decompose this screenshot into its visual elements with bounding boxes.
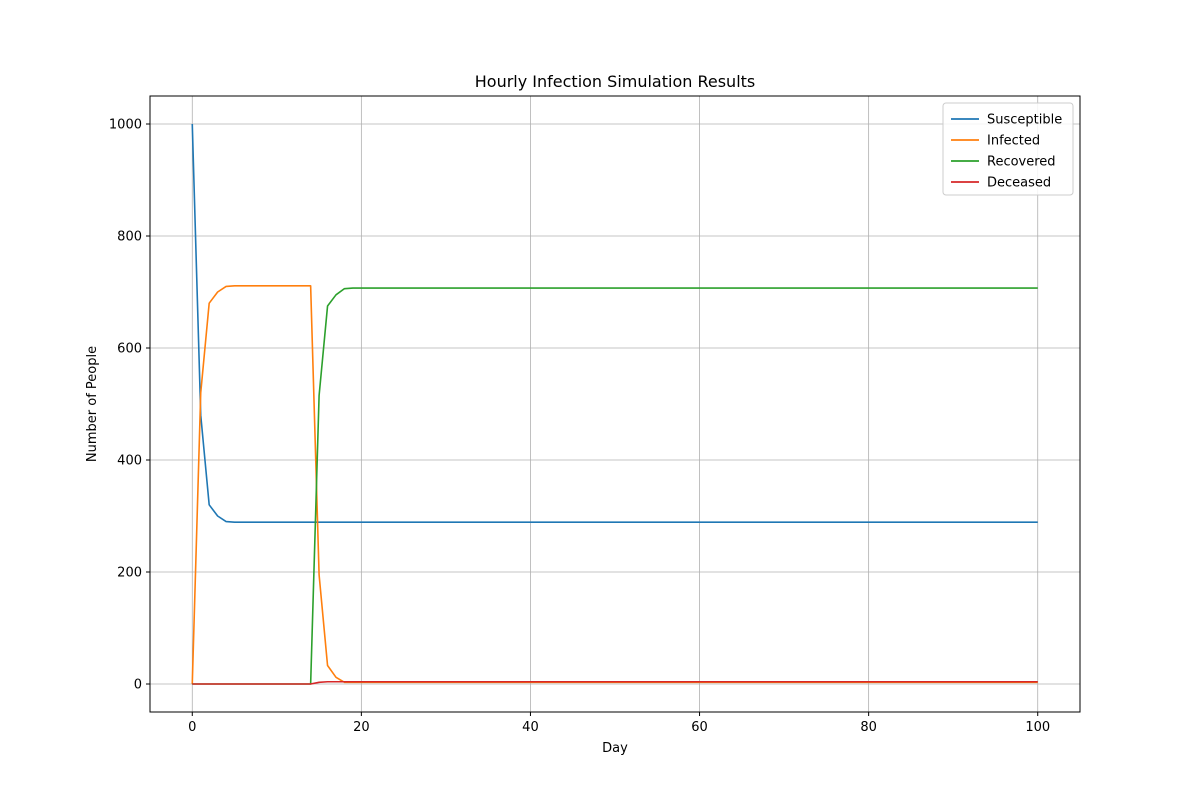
legend-box bbox=[942, 102, 1074, 196]
y-tick-label: 0 bbox=[134, 678, 142, 693]
plot-frame bbox=[149, 95, 1081, 713]
y-axis-label: Number of People bbox=[85, 346, 100, 462]
x-tick-label: 0 bbox=[188, 720, 196, 735]
y-tick-label: 600 bbox=[117, 342, 142, 357]
chart-title: Hourly Infection Simulation Results bbox=[475, 72, 756, 91]
grid bbox=[150, 96, 1080, 712]
y-tick-label: 400 bbox=[117, 454, 142, 469]
y-tick-label: 1000 bbox=[109, 118, 142, 133]
series-line-recovered bbox=[192, 287, 1038, 685]
x-tick-label: 40 bbox=[522, 720, 539, 735]
x-tick-label: 100 bbox=[1025, 720, 1050, 735]
series-line-infected bbox=[191, 285, 1038, 685]
legend: Susceptible Infected Recovered Deceased bbox=[942, 102, 1074, 196]
legend-entry-recovered: Recovered bbox=[987, 155, 1056, 170]
series-line-deceased bbox=[192, 680, 1038, 685]
x-axis-label: Day bbox=[602, 741, 628, 756]
x-tick-label: 60 bbox=[691, 720, 708, 735]
legend-entry-deceased: Deceased bbox=[987, 176, 1051, 191]
series-lines bbox=[191, 123, 1038, 685]
legend-entry-infected: Infected bbox=[987, 134, 1040, 149]
x-tick-label: 20 bbox=[353, 720, 370, 735]
x-tick-label: 80 bbox=[860, 720, 877, 735]
y-tick-label: 800 bbox=[117, 230, 142, 245]
y-tick-label: 200 bbox=[117, 566, 142, 581]
legend-entry-susceptible: Susceptible bbox=[987, 113, 1062, 128]
